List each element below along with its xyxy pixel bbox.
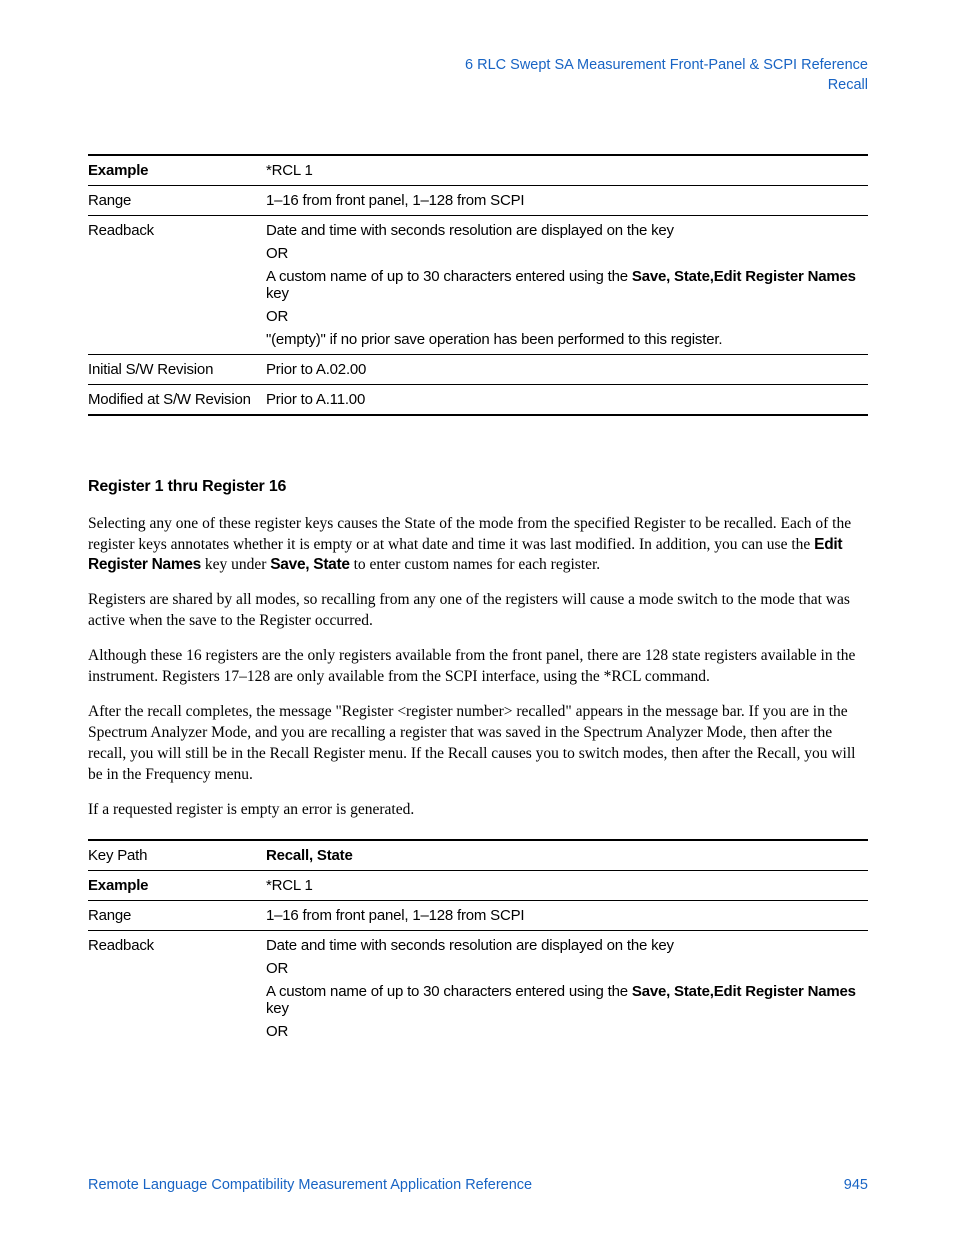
row-value: Date and time with seconds resolution ar…: [266, 215, 868, 354]
row-value: Prior to A.02.00: [266, 354, 868, 384]
row-label: Initial S/W Revision: [88, 354, 266, 384]
table-row: ReadbackDate and time with seconds resol…: [88, 930, 868, 1046]
row-label: Example: [88, 155, 266, 186]
footer-title: Remote Language Compatibility Measuremen…: [88, 1177, 532, 1193]
paragraph-3: Although these 16 registers are the only…: [88, 646, 868, 688]
page-number: 945: [844, 1177, 868, 1193]
row-label: Readback: [88, 930, 266, 1046]
section-heading: Register 1 thru Register 16: [88, 478, 868, 496]
table-row: Initial S/W RevisionPrior to A.02.00: [88, 354, 868, 384]
row-label: Key Path: [88, 840, 266, 871]
table-row: Example*RCL 1: [88, 155, 868, 186]
row-value: Recall, State: [266, 840, 868, 871]
table-row: Range1–16 from front panel, 1–128 from S…: [88, 185, 868, 215]
row-label: Modified at S/W Revision: [88, 384, 266, 415]
row-value: *RCL 1: [266, 870, 868, 900]
row-value: 1–16 from front panel, 1–128 from SCPI: [266, 185, 868, 215]
paragraph-2: Registers are shared by all modes, so re…: [88, 590, 868, 632]
row-label: Range: [88, 185, 266, 215]
row-value: 1–16 from front panel, 1–128 from SCPI: [266, 900, 868, 930]
parameter-table-1: Example*RCL 1Range1–16 from front panel,…: [88, 154, 868, 416]
table-row: ReadbackDate and time with seconds resol…: [88, 215, 868, 354]
row-label: Range: [88, 900, 266, 930]
paragraph-4: After the recall completes, the message …: [88, 702, 868, 786]
table-row: Modified at S/W RevisionPrior to A.11.00: [88, 384, 868, 415]
row-label: Example: [88, 870, 266, 900]
page-header: 6 RLC Swept SA Measurement Front-Panel &…: [88, 55, 868, 96]
header-line-1: 6 RLC Swept SA Measurement Front-Panel &…: [88, 55, 868, 75]
row-value: *RCL 1: [266, 155, 868, 186]
header-line-2: Recall: [88, 75, 868, 95]
paragraph-1: Selecting any one of these register keys…: [88, 514, 868, 577]
parameter-table-2: Key PathRecall, StateExample*RCL 1Range1…: [88, 839, 868, 1046]
table-row: Key PathRecall, State: [88, 840, 868, 871]
row-value: Date and time with seconds resolution ar…: [266, 930, 868, 1046]
paragraph-5: If a requested register is empty an erro…: [88, 800, 868, 821]
row-label: Readback: [88, 215, 266, 354]
row-value: Prior to A.11.00: [266, 384, 868, 415]
table-row: Example*RCL 1: [88, 870, 868, 900]
page-footer: Remote Language Compatibility Measuremen…: [88, 1177, 868, 1193]
table-row: Range1–16 from front panel, 1–128 from S…: [88, 900, 868, 930]
